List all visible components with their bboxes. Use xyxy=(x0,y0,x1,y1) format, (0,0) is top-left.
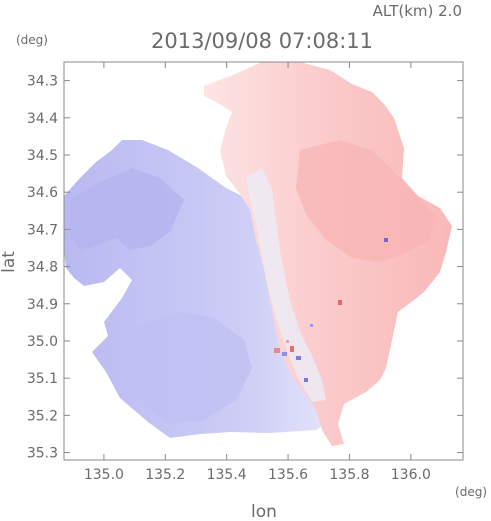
y-axis-ticks: 35.3 35.2 35.1 35.0 34.9 34.8 34.7 34.6 34.5 34.4… xyxy=(27,74,463,462)
altitude-label: ALT(km) 2.0 xyxy=(373,2,462,20)
approaching-south-lobe xyxy=(128,312,252,424)
zero-velocity-band xyxy=(246,168,326,402)
y-tick-label: 35.1 xyxy=(27,371,58,387)
x-tick-label: 135.0 xyxy=(84,467,124,483)
y-tick-label: 35.2 xyxy=(27,408,58,424)
x-tick-label: 136.0 xyxy=(391,467,431,483)
x-unit-label: (deg) xyxy=(455,485,487,499)
x-axis-ticks: 135.0 135.2 135.4 135.6 135.8 136.0 xyxy=(84,62,431,483)
y-tick-label: 34.3 xyxy=(27,74,58,90)
receding-velocity-region xyxy=(204,62,452,446)
y-tick-label: 34.8 xyxy=(27,260,58,276)
y-tick-label: 35.0 xyxy=(27,334,58,350)
x-tick-label: 135.2 xyxy=(145,467,185,483)
y-tick-label: 34.6 xyxy=(27,185,58,201)
y-tick-label: 35.3 xyxy=(27,446,58,462)
y-tick-label: 34.4 xyxy=(27,111,58,127)
plot-frame xyxy=(63,61,464,461)
timestamp-title: 2013/09/08 07:08:11 xyxy=(151,29,373,53)
y-unit-label: (deg) xyxy=(16,33,48,47)
radar-echo-field xyxy=(64,62,452,446)
x-axis-label: lon xyxy=(251,502,277,521)
receding-core xyxy=(296,140,436,262)
y-tick-label: 34.9 xyxy=(27,297,58,313)
speckle-echoes xyxy=(274,238,388,382)
x-tick-label: 135.6 xyxy=(268,467,308,483)
approaching-core xyxy=(70,168,184,250)
y-tick-label: 34.7 xyxy=(27,222,58,238)
x-tick-label: 135.8 xyxy=(329,467,369,483)
x-tick-label: 135.4 xyxy=(207,467,247,483)
y-axis-label: lat xyxy=(0,251,19,273)
y-tick-label: 34.5 xyxy=(27,148,58,164)
